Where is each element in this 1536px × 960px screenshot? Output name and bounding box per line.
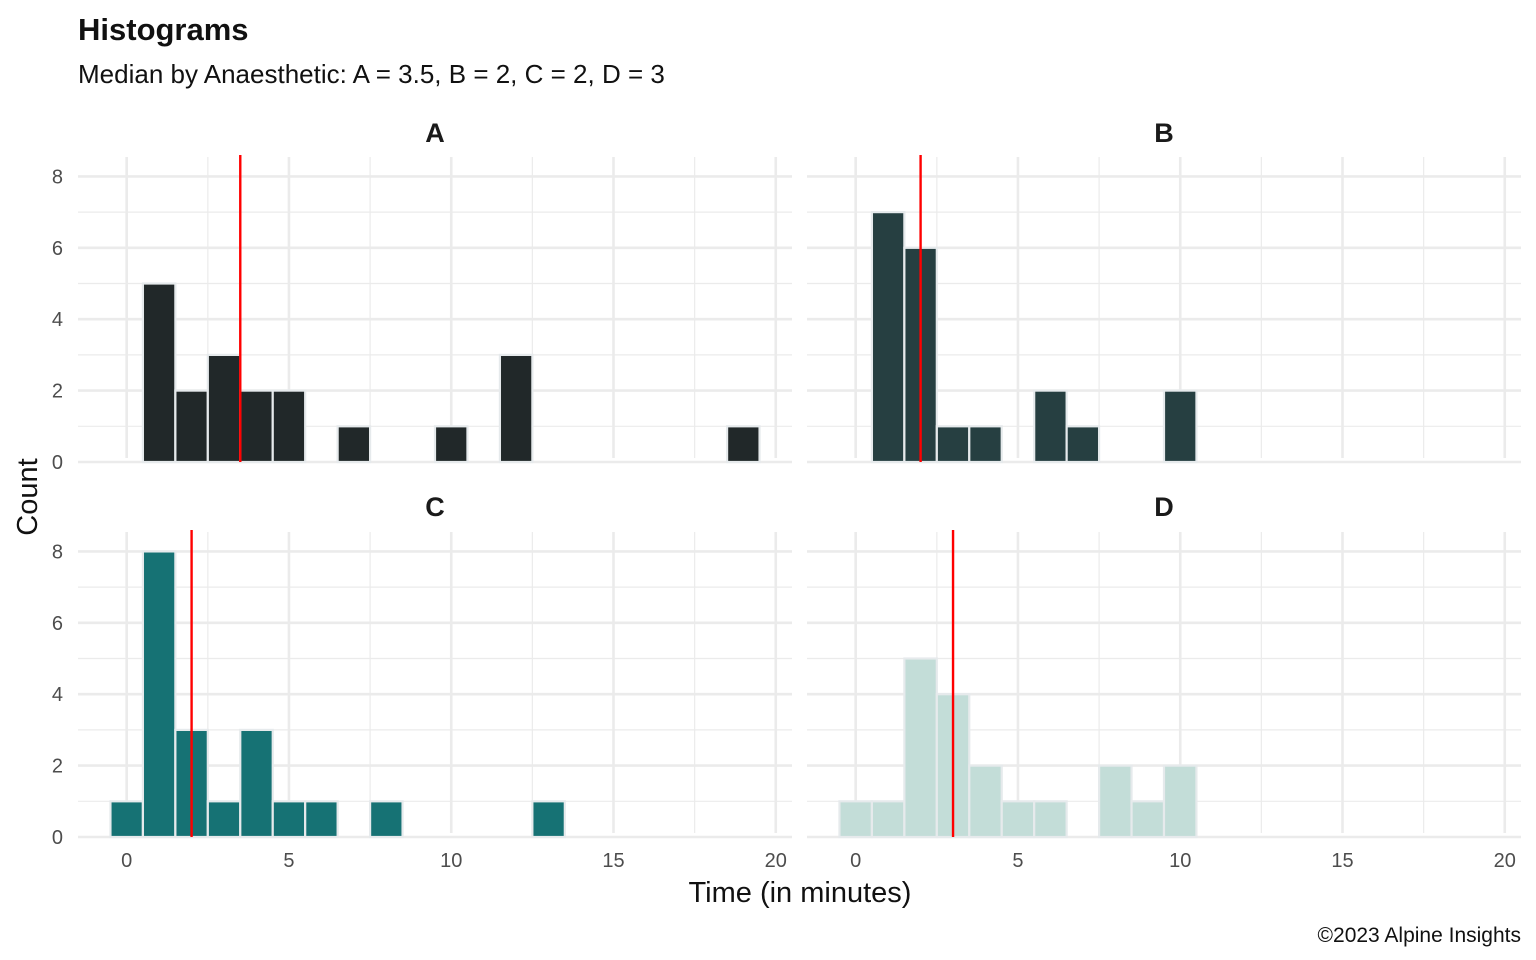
histogram-bar: [1162, 389, 1198, 464]
histogram-bar: [174, 389, 209, 464]
y-tick-label: 8: [52, 166, 63, 188]
x-tick-label: 15: [602, 850, 624, 872]
y-tick-label: 0: [52, 452, 63, 474]
histogram-bar: [903, 657, 938, 839]
histogram-bar: [531, 800, 566, 839]
histogram-bar: [206, 353, 242, 464]
histogram-bar: [1033, 800, 1068, 839]
y-tick-label: 2: [52, 756, 63, 778]
histogram-bar: [271, 389, 307, 464]
facet-panel-b: B: [807, 118, 1521, 464]
histogram-bar: [271, 800, 307, 839]
histogram-bar: [336, 425, 372, 464]
x-tick-label: 0: [850, 850, 861, 872]
facet-panel-d: D 0 5 10 15 20: [807, 492, 1521, 872]
histogram-bar: [935, 425, 971, 464]
histogram-bar: [206, 800, 242, 839]
x-tick-label: 5: [283, 850, 294, 872]
histogram-bar: [968, 764, 1003, 839]
x-axis-title: Time (in minutes): [689, 877, 912, 909]
y-tick-label: 2: [52, 381, 63, 403]
y-tick-label: 8: [52, 541, 63, 563]
histogram-bar: [1033, 389, 1068, 464]
histogram-bar: [725, 425, 761, 464]
facet-strip-label: B: [1154, 118, 1174, 148]
x-tick-label: 20: [765, 850, 787, 872]
chart-caption: ©2023 Alpine Insights: [1318, 924, 1521, 947]
histogram-bar: [141, 550, 177, 839]
facet-strip-label: A: [425, 118, 445, 148]
histogram-bar: [1162, 764, 1198, 839]
y-tick-label: 4: [52, 684, 63, 706]
chart-title: Histograms: [78, 12, 249, 47]
histogram-bar: [304, 800, 339, 839]
facet-panel-a: A 0 2 4 6 8: [52, 118, 792, 474]
histogram-bar: [239, 728, 274, 839]
x-tick-label: 15: [1331, 850, 1353, 872]
facet-strip-label: C: [425, 492, 445, 522]
x-tick-label: 5: [1012, 850, 1023, 872]
histogram-bar: [838, 800, 874, 839]
y-tick-label: 6: [52, 613, 63, 635]
histogram-bar: [1065, 425, 1101, 464]
y-tick-label: 6: [52, 238, 63, 260]
histogram-bar: [109, 800, 145, 839]
x-tick-label: 10: [440, 850, 462, 872]
histogram-bar: [368, 800, 404, 839]
histogram-bar: [239, 389, 274, 464]
histogram-bar: [1097, 764, 1133, 839]
histogram-bar: [870, 800, 906, 839]
y-tick-label: 4: [52, 309, 63, 331]
histogram-bar: [870, 211, 906, 464]
histogram-bar: [433, 425, 469, 464]
x-tick-label: 20: [1494, 850, 1516, 872]
facet-panels: A 0 2 4 6 8 B C 0 2 4 6 8 0 5 10 15 20 D 0 5 10 15 20: [52, 118, 1521, 872]
histogram-bar: [498, 353, 534, 464]
x-tick-label: 10: [1169, 850, 1191, 872]
histogram-bar: [1000, 800, 1036, 839]
histogram-bar: [141, 282, 177, 464]
y-tick-label: 0: [52, 827, 63, 849]
x-tick-label: 0: [121, 850, 132, 872]
chart-subtitle: Median by Anaesthetic: A = 3.5, B = 2, C…: [78, 59, 665, 89]
histogram-bar: [968, 425, 1003, 464]
y-axis-title: Count: [12, 458, 44, 535]
facet-strip-label: D: [1154, 492, 1174, 522]
histogram-bar: [1130, 800, 1166, 839]
facet-panel-c: C 0 2 4 6 8 0 5 10 15 20: [52, 492, 792, 872]
